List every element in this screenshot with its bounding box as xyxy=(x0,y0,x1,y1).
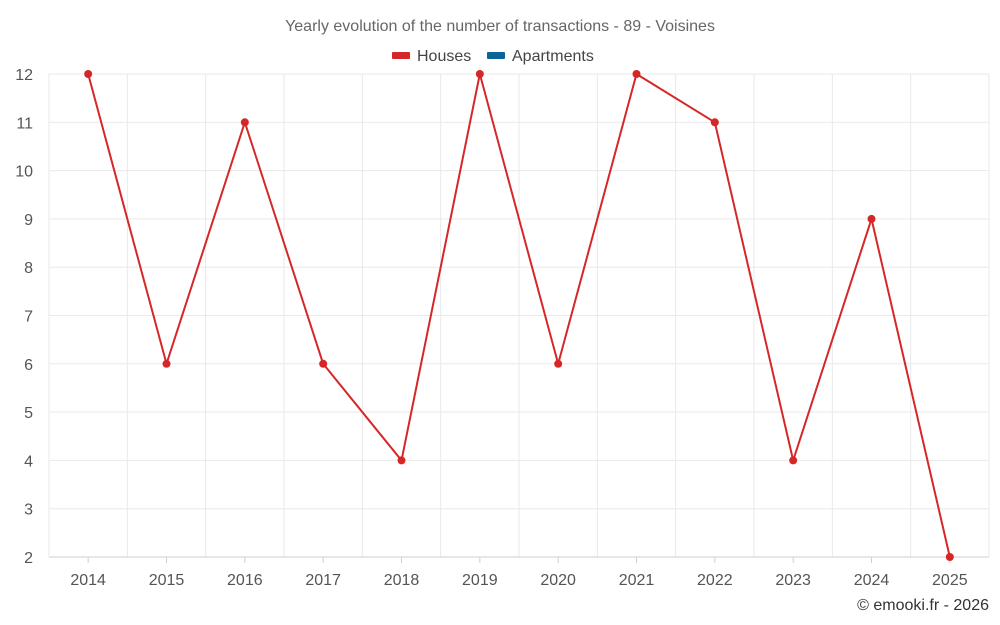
x-tick-label: 2015 xyxy=(149,572,185,589)
credit-text: © emooki.fr - 2026 xyxy=(857,597,989,614)
y-tick-label: 6 xyxy=(24,357,33,374)
y-tick-label: 11 xyxy=(16,115,33,132)
data-point-houses-2018[interactable] xyxy=(397,456,406,465)
x-tick-label: 2020 xyxy=(540,572,576,589)
legend-item-houses[interactable]: Houses xyxy=(392,48,471,65)
x-tick-label: 2016 xyxy=(227,572,263,589)
x-tick-label: 2021 xyxy=(619,572,655,589)
y-tick-label: 7 xyxy=(24,309,33,326)
series-layer xyxy=(84,70,954,561)
y-tick-label: 9 xyxy=(24,212,33,229)
x-tick-label: 2018 xyxy=(384,572,420,589)
data-point-houses-2017[interactable] xyxy=(319,359,328,368)
series-line-houses xyxy=(87,73,951,558)
data-point-houses-2024[interactable] xyxy=(867,214,876,223)
data-point-houses-2023[interactable] xyxy=(789,456,798,465)
x-tick-label: 2022 xyxy=(697,572,733,589)
legend-label-apartments: Apartments xyxy=(512,48,594,65)
y-tick-label: 2 xyxy=(24,550,33,567)
x-tick-label: 2014 xyxy=(70,572,106,589)
y-tick-label: 5 xyxy=(24,405,33,422)
y-tick-label: 8 xyxy=(24,260,33,277)
data-point-houses-2021[interactable] xyxy=(632,70,641,78)
y-tick-label: 3 xyxy=(24,502,33,519)
legend-item-apartments[interactable]: Apartments xyxy=(487,48,594,65)
legend: Houses Apartments xyxy=(392,48,594,65)
chart-title: Yearly evolution of the number of transa… xyxy=(285,18,715,35)
x-tick-label: 2025 xyxy=(932,572,968,589)
data-point-houses-2022[interactable] xyxy=(710,118,719,127)
y-tick-label: 10 xyxy=(15,164,33,181)
legend-swatch-apartments xyxy=(487,52,505,59)
axes: 2 3 4 5 6 7 8 9 10 11 12 2014 2015 2016 2017 2018 2019 20… xyxy=(15,67,989,589)
data-point-houses-2016[interactable] xyxy=(240,118,249,127)
x-tick-label: 2023 xyxy=(775,572,811,589)
y-tick-label: 12 xyxy=(15,67,33,84)
data-point-houses-2015[interactable] xyxy=(162,359,171,368)
x-tick-label: 2017 xyxy=(305,572,341,589)
x-tick-label: 2019 xyxy=(462,572,498,589)
data-point-houses-2020[interactable] xyxy=(554,359,563,368)
data-point-houses-2025[interactable] xyxy=(945,553,954,561)
data-point-houses-2014[interactable] xyxy=(84,70,93,78)
y-tick-label: 4 xyxy=(24,453,33,470)
data-point-houses-2019[interactable] xyxy=(475,70,484,78)
x-tick-label: 2024 xyxy=(854,572,890,589)
grid xyxy=(48,73,990,557)
legend-label-houses: Houses xyxy=(417,48,471,65)
legend-swatch-houses xyxy=(392,52,410,59)
